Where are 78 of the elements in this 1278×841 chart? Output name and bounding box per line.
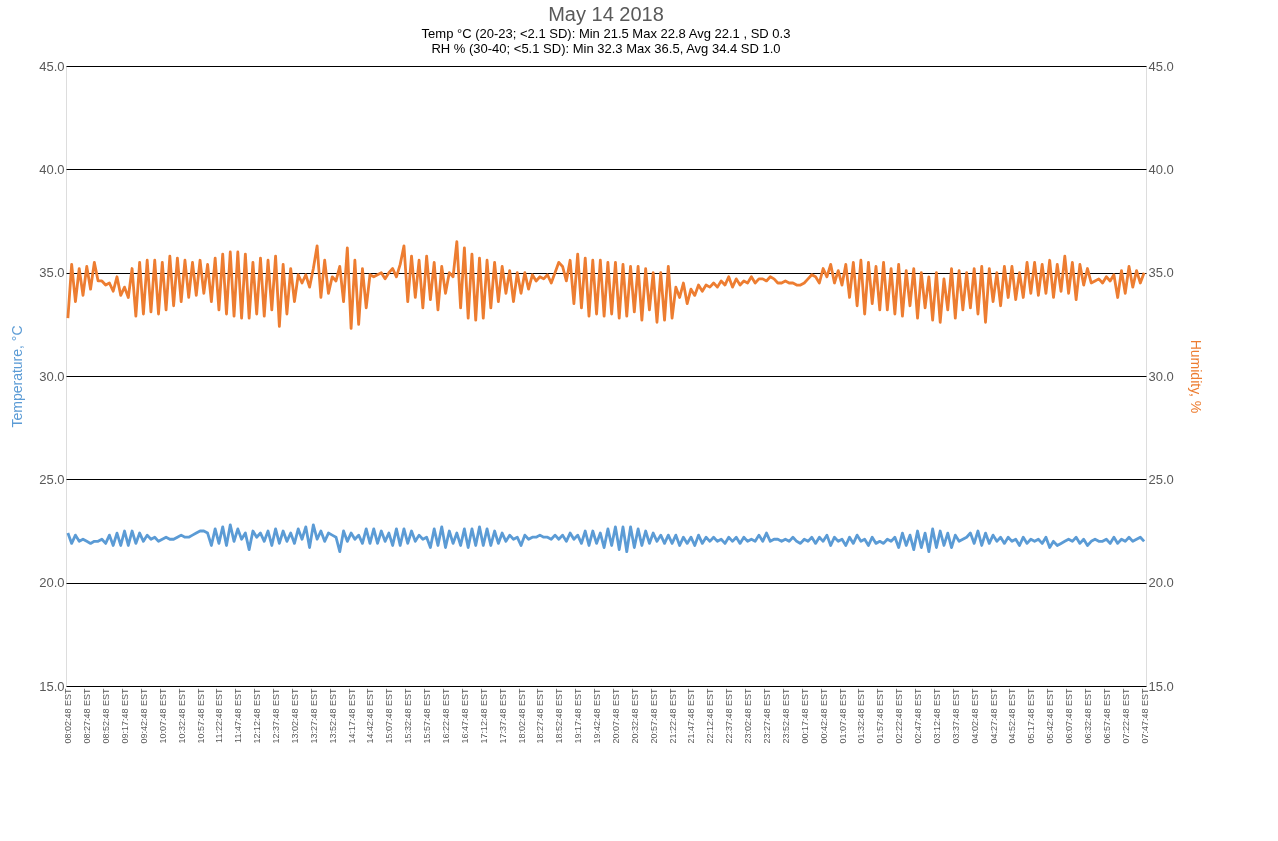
x-tick-label: 06:32:48 EST — [1082, 688, 1093, 744]
x-tick-label: 18:27:48 EST — [535, 688, 546, 744]
x-tick-label: 01:57:48 EST — [875, 688, 886, 744]
x-tick-label: 08:02:48 EST — [63, 688, 74, 744]
x-tick-label: 02:47:48 EST — [913, 688, 924, 744]
x-tick-label: 00:17:48 EST — [799, 688, 810, 744]
x-tick-label: 00:42:48 EST — [818, 688, 829, 744]
y-tick-label: 20.0 — [39, 575, 65, 591]
chart-title: May 14 2018 — [548, 3, 664, 25]
y2-axis-title: Humidity, % — [1187, 339, 1204, 414]
x-tick-label: 20:32:48 EST — [629, 688, 640, 744]
x-tick-label: 14:17:48 EST — [346, 688, 357, 744]
x-tick-label: 11:22:48 EST — [214, 688, 225, 743]
y-tick-label: 25.0 — [39, 471, 65, 487]
y-tick-label: 35.0 — [39, 265, 65, 281]
x-tick-label: 08:27:48 EST — [82, 688, 93, 744]
x-tick-label: 20:07:48 EST — [610, 688, 621, 744]
x-tick-label: 18:02:48 EST — [516, 688, 527, 744]
y2-tick-label: 30.0 — [1148, 368, 1174, 384]
x-tick-label: 06:57:48 EST — [1101, 688, 1112, 744]
x-tick-label: 14:42:48 EST — [365, 688, 376, 744]
x-tick-label: 01:32:48 EST — [856, 688, 867, 744]
x-tick-label: 07:22:48 EST — [1120, 688, 1131, 744]
x-tick-label: 04:27:48 EST — [988, 688, 999, 744]
x-tick-label: 10:32:48 EST — [176, 688, 187, 744]
x-tick-label: 10:57:48 EST — [195, 688, 206, 744]
x-tick-label: 04:02:48 EST — [969, 688, 980, 744]
y-tick-label: 15.0 — [39, 678, 65, 694]
x-tick-label: 22:37:48 EST — [724, 688, 735, 744]
y-tick-label: 40.0 — [39, 161, 65, 177]
x-tick-label: 16:47:48 EST — [459, 688, 470, 744]
x-tick-label: 15:57:48 EST — [422, 688, 433, 744]
chart-subtitle: Temp °C (20-23; <2.1 SD): Min 21.5 Max 22.8 Avg 22.1 , SD 0.3 RH % (30-40; <5.1 SD): Min 32.3 Max 36.5, Avg 34.4 SD 1.0 — [421, 26, 791, 56]
x-tick-label: 03:37:48 EST — [950, 688, 961, 744]
x-tick-label: 11:47:48 EST — [233, 688, 244, 743]
x-tick-label: 01:07:48 EST — [837, 688, 848, 744]
x-tick-label: 22:12:48 EST — [705, 688, 716, 744]
x-tick-label: 07:47:48 EST — [1139, 688, 1150, 744]
y2-tick-label: 25.0 — [1148, 471, 1174, 487]
x-tick-label: 15:32:48 EST — [403, 688, 414, 744]
x-tick-label: 16:22:48 EST — [441, 688, 452, 744]
x-tick-label: 21:47:48 EST — [686, 688, 697, 744]
x-tick-label: 06:07:48 EST — [1064, 688, 1075, 744]
x-tick-label: 23:02:48 EST — [743, 688, 754, 744]
y2-tick-label: 35.0 — [1148, 265, 1174, 281]
x-tick-label: 12:12:48 EST — [252, 688, 263, 744]
x-tick-label: 12:37:48 EST — [271, 688, 282, 744]
x-tick-label: 08:52:48 EST — [101, 688, 112, 744]
x-tick-label: 02:22:48 EST — [894, 688, 905, 744]
line-series — [66, 523, 1146, 554]
x-tick-label: 03:12:48 EST — [931, 688, 942, 744]
x-tick-label: 04:52:48 EST — [1007, 688, 1018, 744]
x-tick-label: 05:17:48 EST — [1026, 688, 1037, 744]
y-tick-label: 45.0 — [39, 58, 65, 74]
y2-tick-label: 20.0 — [1148, 575, 1174, 591]
y-axis-title: Temperature, °C — [9, 325, 26, 428]
y2-tick-label: 15.0 — [1148, 678, 1174, 694]
x-tick-label: 13:02:48 EST — [289, 688, 300, 744]
x-tick-label: 17:12:48 EST — [478, 688, 489, 744]
y2-tick-label: 45.0 — [1148, 58, 1174, 74]
x-tick-label: 05:42:48 EST — [1045, 688, 1056, 744]
y2-tick-label: 40.0 — [1148, 161, 1174, 177]
x-tick-label: 21:22:48 EST — [667, 688, 678, 744]
x-tick-label: 23:52:48 EST — [780, 688, 791, 744]
line-series — [66, 240, 1146, 330]
x-tick-label: 15:07:48 EST — [384, 688, 395, 744]
x-tick-label: 13:27:48 EST — [308, 688, 319, 744]
x-tick-label: 18:52:48 EST — [554, 688, 565, 744]
x-tick-label: 09:17:48 EST — [120, 688, 131, 744]
x-tick-label: 10:07:48 EST — [157, 688, 168, 744]
x-tick-label: 09:42:48 EST — [138, 688, 149, 744]
x-tick-label: 19:17:48 EST — [573, 688, 584, 744]
y-tick-label: 30.0 — [39, 368, 65, 384]
x-tick-label: 17:37:48 EST — [497, 688, 508, 744]
x-tick-label: 19:42:48 EST — [592, 688, 603, 744]
x-tick-label: 20:57:48 EST — [648, 688, 659, 744]
x-tick-label: 13:52:48 EST — [327, 688, 338, 744]
x-tick-label: 23:27:48 EST — [761, 688, 772, 744]
